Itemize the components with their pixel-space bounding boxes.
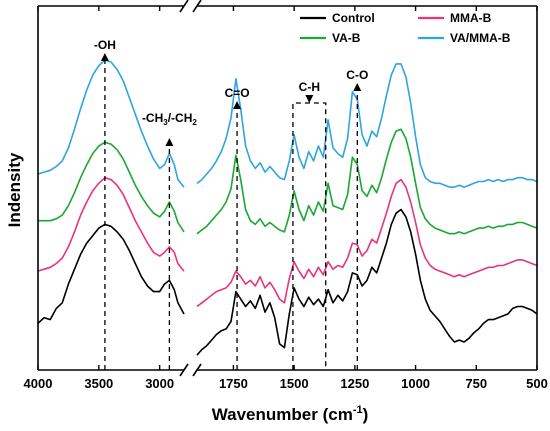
x-axis-title: Wavenumber (cm-1) (212, 404, 369, 424)
annotations: -OH -CH3/-CH2 C=O C-H C-O (94, 38, 368, 370)
series-va-b-segment-2 (196, 128, 538, 235)
annotation-label-part: -CH (142, 111, 163, 125)
x-tick-label: 1000 (401, 376, 430, 391)
series-mma-b-segment-1 (37, 176, 185, 272)
annotation-label: -CH3/-CH2 (142, 111, 197, 127)
y-axis-title: Indensity (5, 152, 24, 227)
axis-break-mark (192, 363, 202, 377)
series-va-mma-b-segment-2 (196, 63, 538, 188)
axes: 4000 3500 3000 1750 1500 1250 1000 750 500 (24, 0, 548, 391)
annotation-arrow (353, 83, 362, 91)
x-tick-label: 1250 (340, 376, 369, 391)
legend-label: VA/MMA-B (450, 31, 511, 45)
x-tick-label: 3000 (145, 376, 174, 391)
annotation-label: C=O (225, 86, 250, 100)
x-tick-label: 3500 (84, 376, 113, 391)
legend-label: VA-B (332, 31, 361, 45)
x-tick-label: 4000 (24, 376, 53, 391)
annotation-label-c-h: C-H (299, 80, 320, 94)
annotation-arrow (100, 53, 109, 61)
annotation-label: -OH (94, 38, 116, 52)
axis-break-mark (179, 0, 189, 13)
x-tick-label: 1750 (219, 376, 248, 391)
plot-area (37, 59, 538, 356)
axis-break-mark (179, 363, 189, 377)
annotation-guide-c-h (292, 102, 327, 370)
series-control-segment-2 (196, 208, 538, 356)
annotation-label-part: /-CH (168, 111, 193, 125)
annotation-arrow (165, 138, 174, 146)
x-tick-label: 500 (526, 376, 548, 391)
legend-label: Control (332, 11, 375, 25)
annotation-label-sub: 2 (192, 118, 197, 127)
x-tick-label: 1500 (280, 376, 309, 391)
series-control-segment-1 (37, 223, 185, 324)
annotation-arrow-c-h (305, 95, 314, 103)
series-va-mma-b-segment-1 (37, 59, 185, 188)
legend-label: MMA-B (450, 11, 492, 25)
annotation-arrow (233, 101, 242, 109)
legend: Control MMA-B VA-B VA/MMA-B (300, 11, 511, 45)
series-mma-b-segment-2 (196, 178, 538, 308)
annotation-label: C-O (346, 68, 368, 82)
series-va-b-segment-1 (38, 141, 185, 233)
x-tick-label: 750 (465, 376, 487, 391)
axis-break-mark (192, 0, 202, 13)
annotation-label-sub: 3 (163, 118, 168, 127)
